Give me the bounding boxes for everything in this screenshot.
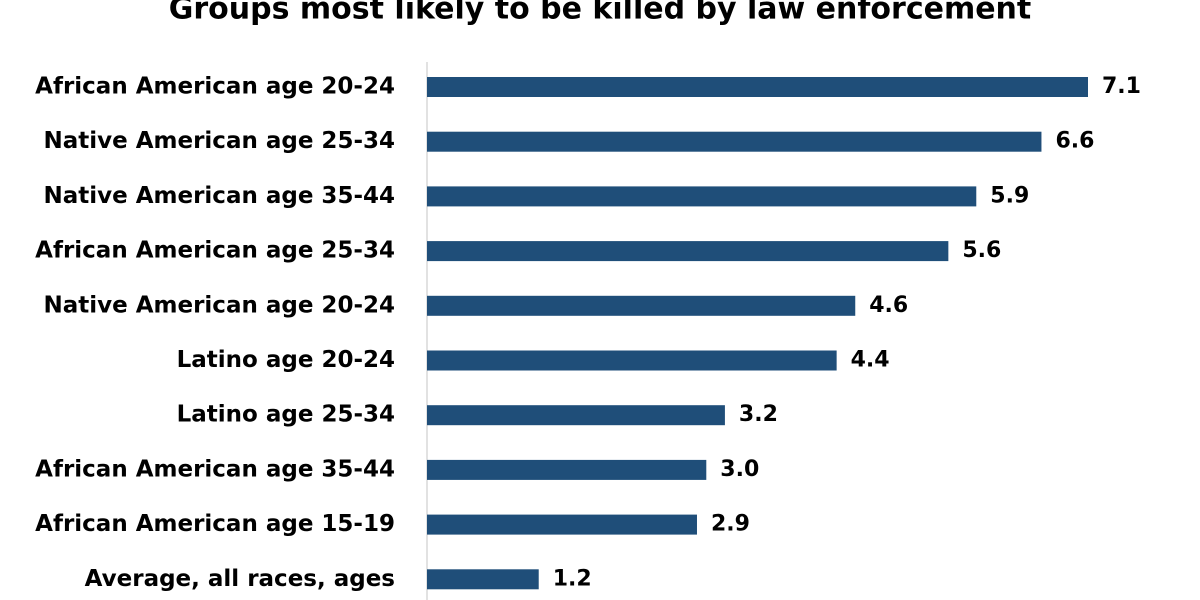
bar	[427, 295, 856, 316]
value-label: 3.2	[739, 402, 778, 427]
bar	[427, 459, 707, 480]
value-label: 2.9	[711, 512, 750, 537]
value-label: 3.0	[720, 457, 759, 482]
bar	[427, 569, 539, 590]
bar	[427, 350, 837, 371]
bar	[427, 131, 1042, 152]
bar	[427, 241, 949, 262]
category-label: African American age 25-34	[35, 238, 395, 264]
bar	[427, 514, 697, 535]
category-label: Native American age 20-24	[43, 292, 395, 318]
bar	[427, 405, 725, 426]
category-label: Latino age 25-34	[177, 402, 395, 428]
category-label: Native American age 25-34	[43, 128, 395, 154]
category-label: African American age 20-24	[35, 74, 395, 100]
category-label: Latino age 20-24	[177, 347, 395, 373]
category-label: African American age 35-44	[35, 456, 395, 482]
category-label: African American age 15-19	[35, 511, 395, 537]
value-label: 7.1	[1102, 74, 1141, 99]
bar	[427, 186, 977, 207]
chart-title: Groups most likely to be killed by law e…	[169, 0, 1032, 27]
value-label: 5.6	[962, 238, 1001, 263]
value-label: 4.4	[851, 348, 890, 373]
value-label: 5.9	[990, 183, 1029, 208]
value-label: 6.6	[1055, 129, 1094, 154]
value-label: 1.2	[553, 566, 592, 591]
category-label: Average, all races, ages	[85, 566, 395, 592]
category-label: Native American age 35-44	[43, 183, 395, 209]
bar	[427, 77, 1088, 97]
value-label: 4.6	[869, 293, 908, 318]
